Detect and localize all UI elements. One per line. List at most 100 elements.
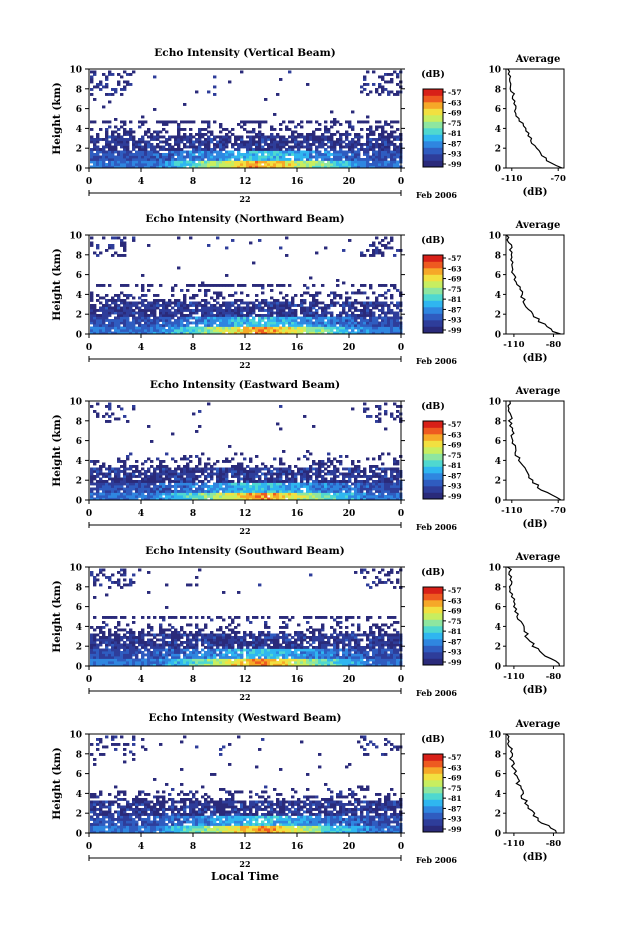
- heatmap-cells: [90, 568, 403, 667]
- colorbar-segment: [423, 281, 443, 288]
- y-tick-label: 2: [76, 145, 82, 155]
- y-tick-label: 10: [69, 564, 82, 574]
- y-axis-label: Height (km): [51, 248, 63, 320]
- colorbar-tick-label: -63: [448, 596, 462, 605]
- y-tick-label: 6: [76, 603, 82, 613]
- date-month-label: Feb 2006: [416, 522, 457, 532]
- colorbar-segment: [423, 626, 443, 633]
- colorbar-tick-label: -69: [448, 275, 462, 284]
- average-y-tick-label: 0: [495, 165, 501, 175]
- average-y-tick-label: 8: [495, 251, 501, 261]
- y-tick-label: 8: [76, 750, 82, 760]
- average-y-tick-label: 6: [495, 770, 501, 780]
- colorbar-segment: [423, 619, 443, 627]
- average-y-tick-label: 6: [495, 105, 501, 115]
- x-tick-label: 12: [239, 842, 252, 852]
- y-tick-label: 10: [69, 731, 82, 741]
- colorbar-segment: [423, 479, 443, 487]
- panel-title: Echo Intensity (Southward Beam): [145, 545, 344, 557]
- colorbar-segment: [423, 466, 443, 474]
- colorbar-segment: [423, 473, 443, 480]
- y-tick-label: 0: [76, 331, 82, 341]
- average-x-tick-label: -80: [546, 839, 561, 849]
- y-tick-label: 0: [76, 830, 82, 840]
- x-tick-label: 0: [86, 842, 92, 852]
- colorbar-tick-label: -93: [448, 648, 462, 657]
- x-tick-label: 16: [291, 675, 304, 685]
- average-y-tick-label: 6: [495, 603, 501, 613]
- colorbar-tick-label: -81: [448, 295, 462, 304]
- panel-5: Echo Intensity (Westward Beam) 0 2 4 6 8 10 Hei…: [51, 712, 565, 869]
- colorbar-segment: [423, 492, 443, 500]
- colorbar-segment: [423, 141, 443, 148]
- average-x-label: (dB): [523, 519, 548, 530]
- average-frame: [505, 566, 565, 667]
- colorbar-tick-label: -93: [448, 482, 462, 491]
- colorbar-segment: [423, 645, 443, 653]
- colorbar-segment: [423, 786, 443, 794]
- average-y-tick-label: 4: [495, 125, 501, 135]
- colorbar-tick-label: -63: [448, 264, 462, 273]
- average-y-tick-label: 10: [488, 731, 501, 741]
- average-profile-line: [506, 733, 557, 834]
- heatmap-cells: [90, 236, 403, 335]
- panel-4: Echo Intensity (Southward Beam) 0 2 4 6 8 10 He…: [51, 545, 565, 702]
- colorbar-tick-label: -69: [448, 607, 462, 616]
- colorbar-segment: [423, 806, 443, 813]
- colorbar-frame: [422, 88, 444, 168]
- colorbar-segment: [423, 593, 443, 601]
- y-tick-label: 0: [76, 497, 82, 507]
- colorbar-segment: [423, 89, 443, 96]
- y-tick-label: 4: [76, 623, 82, 633]
- colorbar-segment: [423, 453, 443, 461]
- colorbar-tick-label: -63: [448, 98, 462, 107]
- average-x-tick-label: -70: [551, 174, 566, 184]
- x-tick-label: 20: [343, 842, 356, 852]
- colorbar-tick-label: -87: [448, 139, 462, 148]
- average-profile-line: [505, 234, 561, 335]
- y-tick-label: 0: [76, 165, 82, 175]
- date-month-label: Feb 2006: [416, 688, 457, 698]
- colorbar-segment: [423, 134, 443, 142]
- x-tick-label: 0: [398, 675, 404, 685]
- average-y-tick-label: 2: [495, 311, 501, 321]
- average-y-tick-label: 10: [488, 564, 501, 574]
- date-month-label: Feb 2006: [416, 190, 457, 200]
- colorbar-segment: [423, 427, 443, 435]
- colorbar-tick-label: -99: [448, 160, 462, 169]
- colorbar-tick-label: -69: [448, 441, 462, 450]
- colorbar-tick-label: -75: [448, 617, 462, 626]
- colorbar-segment: [423, 261, 443, 269]
- x-tick-label: 16: [291, 509, 304, 519]
- x-tick-label: 12: [239, 675, 252, 685]
- colorbar-tick-label: -57: [448, 254, 462, 263]
- average-profile-line: [507, 400, 562, 501]
- x-tick-label: 0: [86, 343, 92, 353]
- colorbar-segment: [423, 793, 443, 800]
- average-title: Average: [515, 719, 561, 730]
- colorbar-segment: [423, 486, 443, 493]
- average-y-tick-label: 2: [495, 810, 501, 820]
- average-y-tick-label: 8: [495, 583, 501, 593]
- average-x-label: (dB): [523, 685, 548, 696]
- colorbar-segment: [423, 652, 443, 659]
- colorbar-segment: [423, 639, 443, 646]
- x-tick-label: 8: [190, 343, 196, 353]
- colorbar-frame: [422, 753, 444, 833]
- colorbar-tick-label: -87: [448, 804, 462, 813]
- panel-1: Echo Intensity (Vertical Beam) 0 2 4 6 8 10 Hei…: [51, 47, 566, 204]
- y-tick-label: 6: [76, 271, 82, 281]
- x-tick-label: 8: [190, 177, 196, 187]
- colorbar-tick-label: -75: [448, 784, 462, 793]
- average-y-tick-label: 4: [495, 457, 501, 467]
- average-x-tick-label: -70: [551, 506, 566, 516]
- colorbar-segment: [423, 313, 443, 321]
- y-tick-label: 0: [76, 663, 82, 673]
- average-profile-line: [506, 566, 561, 667]
- date-day-label: 22: [239, 859, 250, 869]
- colorbar-segment: [423, 447, 443, 454]
- colorbar-segment: [423, 160, 443, 168]
- colorbar-tick-label: -75: [448, 451, 462, 460]
- y-tick-label: 4: [76, 457, 82, 467]
